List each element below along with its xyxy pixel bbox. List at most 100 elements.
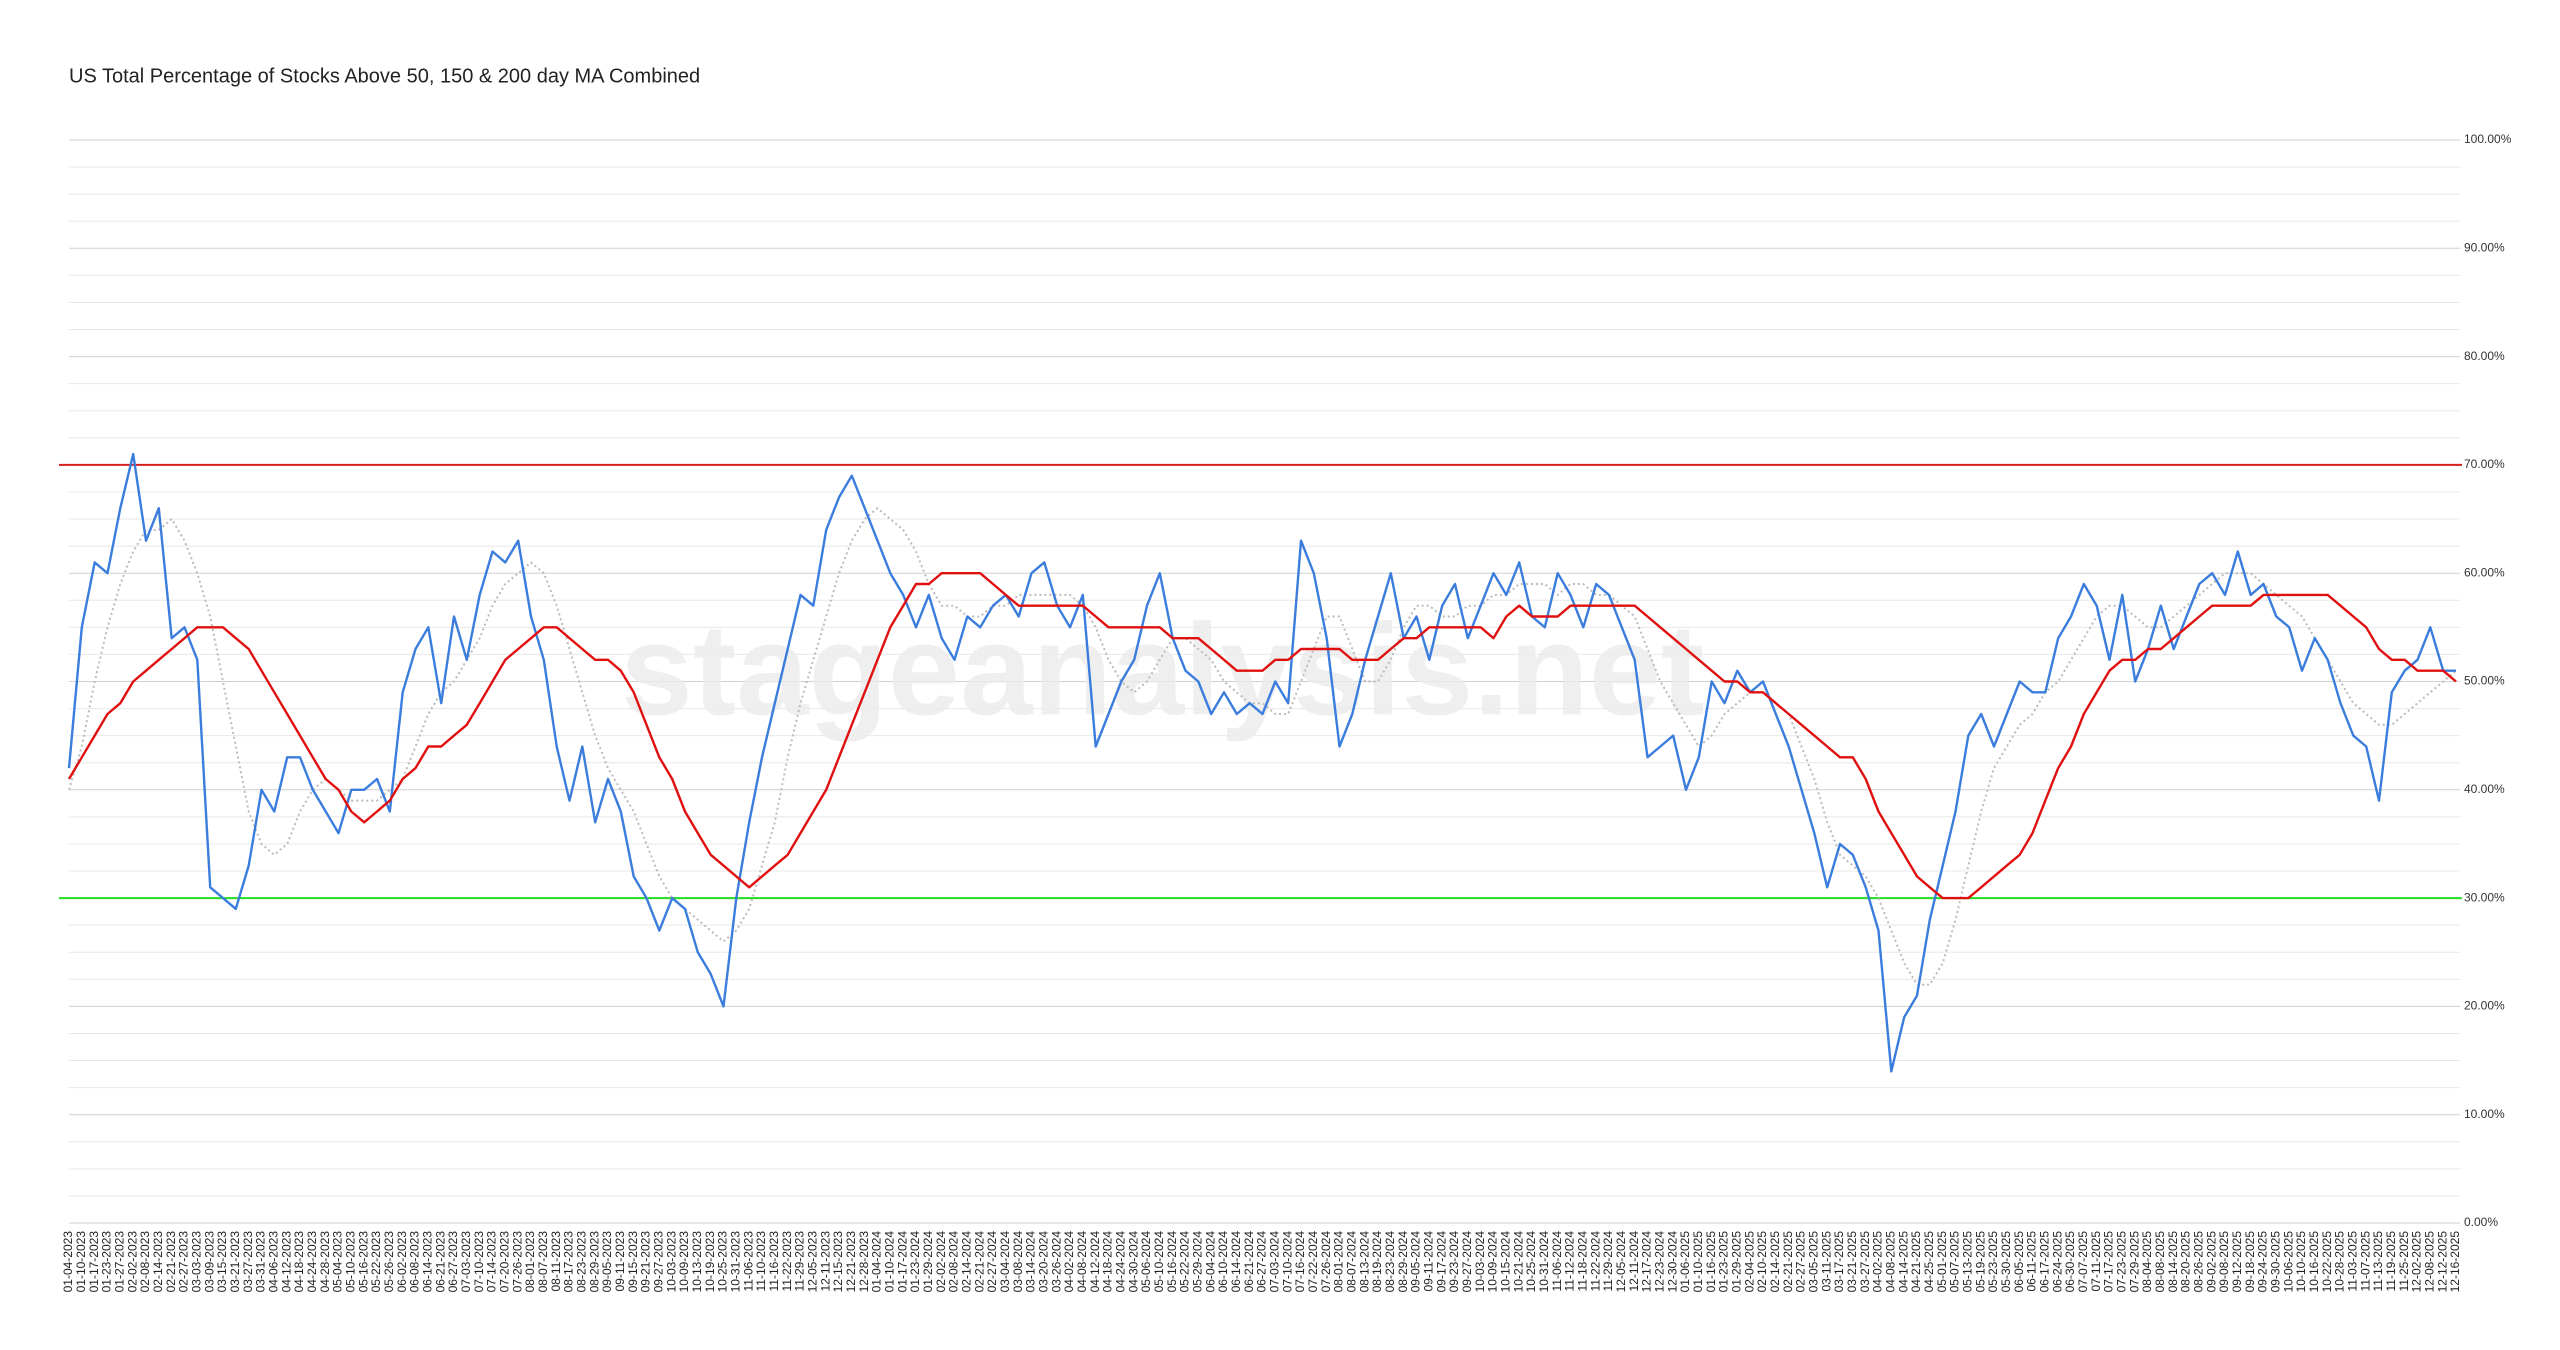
x-tick-label: 05-16-2024 [1165,1231,1179,1293]
x-tick-label: 06-08-2023 [408,1231,422,1293]
x-tick-label: 12-05-2024 [1614,1231,1628,1293]
x-tick-label: 12-23-2024 [1653,1231,1667,1293]
x-tick-label: 09-18-2025 [2243,1231,2257,1293]
x-tick-label: 07-03-2024 [1268,1231,1282,1293]
x-tick-label: 03-20-2024 [1037,1231,1051,1293]
x-tick-label: 05-22-2023 [369,1231,383,1293]
x-tick-label: 08-23-2023 [575,1231,589,1293]
x-tick-label: 01-06-2025 [1678,1231,1692,1293]
y-tick-label: 90.00% [2464,240,2505,254]
x-tick-label: 04-06-2023 [267,1231,281,1293]
x-tick-label: 10-19-2023 [703,1231,717,1293]
x-tick-label: 11-07-2025 [2358,1231,2372,1292]
y-tick-label: 50.00% [2464,674,2505,688]
x-tick-label: 03-26-2024 [1049,1231,1063,1293]
x-tick-label: 07-10-2024 [1280,1231,1294,1293]
x-tick-label: 11-18-2024 [1576,1231,1590,1292]
x-tick-label: 10-25-2023 [716,1231,730,1293]
y-tick-label: 30.00% [2464,890,2505,904]
x-tick-label: 01-10-2025 [1691,1231,1705,1293]
x-tick-label: 02-14-2023 [151,1231,165,1293]
x-tick-label: 04-02-2024 [1062,1231,1076,1293]
x-tick-label: 10-21-2024 [1511,1231,1525,1293]
chart-title: US Total Percentage of Stocks Above 50, … [69,65,700,87]
x-tick-label: 05-13-2025 [1961,1231,1975,1293]
x-tick-label: 07-03-2023 [459,1231,473,1293]
x-tick-label: 09-30-2025 [2269,1231,2283,1293]
x-tick-label: 09-27-2023 [652,1231,666,1293]
x-tick-label: 10-22-2025 [2320,1231,2334,1293]
x-tick-label: 06-27-2024 [1255,1231,1269,1293]
x-tick-label: 04-12-2024 [1088,1231,1102,1293]
x-tick-label: 09-15-2023 [626,1231,640,1293]
x-tick-label: 10-10-2025 [2294,1231,2308,1293]
x-tick-label: 08-07-2024 [1345,1231,1359,1293]
x-tick-label: 01-27-2023 [113,1231,127,1293]
x-tick-label: 11-06-2023 [741,1231,755,1292]
x-tick-label: 04-18-2023 [292,1231,306,1293]
series-line [67,452,2456,1073]
x-tick-label: 11-06-2024 [1550,1231,1564,1292]
x-tick-label: 11-29-2023 [793,1231,807,1292]
x-tick-label: 01-23-2024 [908,1231,922,1293]
y-tick-label: 100.00% [2464,132,2512,146]
y-tick-label: 70.00% [2464,457,2505,471]
x-tick-label: 03-17-2025 [1832,1231,1846,1293]
x-tick-label: 08-26-2025 [2192,1231,2206,1293]
x-tick-label: 04-30-2024 [1126,1231,1140,1293]
x-tick-label: 07-16-2024 [1293,1231,1307,1293]
x-tick-label: 08-29-2023 [587,1231,601,1293]
y-tick-label: 10.00% [2464,1107,2505,1121]
x-tick-label: 01-10-2023 [74,1231,88,1293]
x-tick-label: 01-17-2023 [87,1231,101,1293]
x-tick-label: 08-11-2023 [549,1231,563,1292]
x-tick-label: 07-07-2025 [2076,1231,2090,1293]
x-tick-label: 02-14-2024 [960,1231,974,1293]
x-tick-label: 10-09-2024 [1486,1231,1500,1293]
x-tick-label: 05-07-2025 [1948,1231,1962,1293]
x-tick-label: 08-19-2024 [1370,1231,1384,1293]
x-tick-label: 10-03-2024 [1473,1231,1487,1293]
x-tick-label: 09-11-2023 [613,1231,627,1292]
x-tick-label: 05-16-2023 [356,1231,370,1293]
x-tick-label: 06-14-2024 [1229,1231,1243,1293]
x-tick-label: 06-02-2023 [395,1231,409,1293]
x-tick-label: 06-04-2024 [1203,1231,1217,1293]
x-tick-label: 05-30-2025 [1999,1231,2013,1293]
x-tick-label: 03-05-2025 [1807,1231,1821,1293]
y-tick-label: 80.00% [2464,349,2505,363]
x-tick-label: 01-04-2023 [61,1231,75,1293]
x-tick-label: 08-20-2025 [2179,1231,2193,1293]
x-tick-label: 11-29-2024 [1601,1231,1615,1292]
x-tick-label: 02-27-2023 [177,1231,191,1293]
x-tick-label: 09-08-2025 [2217,1231,2231,1293]
x-tick-label: 02-08-2023 [138,1231,152,1293]
x-tick-label: 09-17-2024 [1434,1231,1448,1293]
x-tick-label: 01-17-2024 [895,1231,909,1293]
x-tick-label: 02-08-2024 [947,1231,961,1293]
x-tick-label: 05-06-2024 [1139,1231,1153,1293]
x-tick-label: 05-22-2024 [1178,1231,1192,1293]
x-tick-label: 07-23-2025 [2115,1231,2129,1293]
x-tick-label: 03-21-2025 [1845,1231,1859,1293]
series-line [67,572,2457,900]
y-tick-label: 60.00% [2464,565,2505,579]
x-tick-label: 02-14-2025 [1768,1231,1782,1293]
x-tick-label: 10-28-2025 [2333,1231,2347,1293]
x-tick-label: 01-23-2025 [1717,1231,1731,1293]
x-tick-label: 04-28-2023 [318,1231,332,1293]
x-tick-label: 12-16-2025 [2448,1231,2462,1293]
x-tick-label: 06-05-2025 [2012,1231,2026,1293]
x-tick-label: 09-05-2024 [1409,1231,1423,1293]
y-tick-label: 0.00% [2464,1215,2498,1229]
x-tick-label: 03-04-2024 [998,1231,1012,1293]
x-tick-label: 03-27-2023 [241,1231,255,1293]
x-tick-label: 12-28-2023 [857,1231,871,1293]
x-tick-label: 02-02-2024 [934,1231,948,1293]
x-tick-label: 09-11-2024 [1422,1231,1436,1292]
x-tick-label: 11-22-2024 [1588,1231,1602,1292]
x-tick-label: 02-27-2025 [1794,1231,1808,1293]
x-tick-label: 02-21-2025 [1781,1231,1795,1293]
